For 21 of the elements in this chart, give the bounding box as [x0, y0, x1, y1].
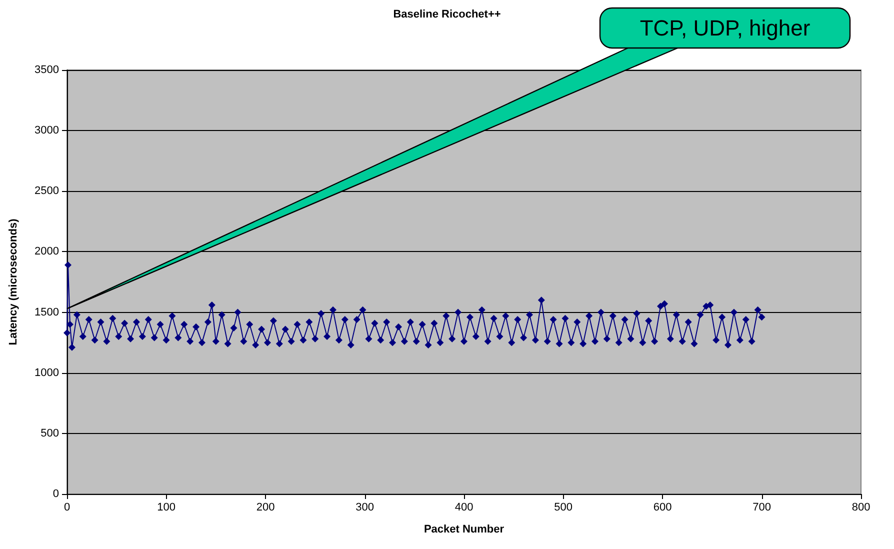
- x-tick-label: 300: [356, 502, 374, 514]
- y-tick-label: 2500: [34, 185, 59, 198]
- y-tick-label: 2000: [34, 246, 59, 258]
- y-tick-label: 3000: [34, 124, 59, 137]
- x-tick-label: 600: [653, 502, 672, 514]
- y-tick-label: 0: [52, 488, 59, 500]
- y-axis-title: Latency (microseconds): [8, 218, 20, 346]
- y-tick-label: 1500: [34, 306, 59, 318]
- x-tick-label: 400: [454, 502, 474, 514]
- x-tick-label: 700: [752, 502, 771, 514]
- x-axis-title: Packet Number: [424, 524, 505, 536]
- x-tick-label: 800: [852, 502, 870, 514]
- x-tick-label: 100: [157, 502, 176, 514]
- x-tick-label: 500: [554, 502, 572, 514]
- y-tick-label: 1000: [34, 366, 59, 379]
- annotation: TCP, UDP, higher: [640, 16, 810, 40]
- x-tick-label: 0: [64, 502, 70, 514]
- chart-title: Baseline Ricochet++: [393, 8, 501, 20]
- y-tick-label: 3500: [34, 64, 59, 76]
- y-tick-label: 500: [40, 427, 59, 440]
- x-tick-label: 200: [256, 502, 275, 514]
